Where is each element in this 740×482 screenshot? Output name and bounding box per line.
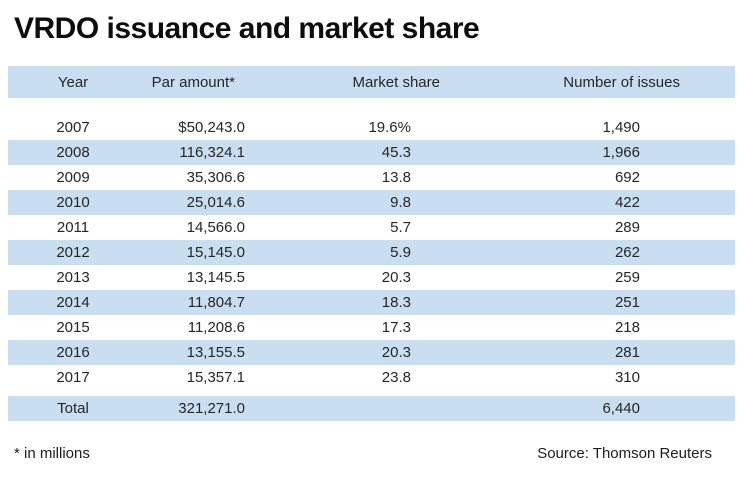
num-issues-cell: 422 [614, 194, 640, 211]
total-label-cell: Total [57, 400, 89, 417]
market-share-cell: 13.8 [381, 169, 411, 186]
data-table: Year Par amount* Market share Number of … [8, 66, 735, 421]
year-cell: 2014 [56, 294, 90, 311]
market-share-cell: 5.9 [390, 244, 411, 261]
footer: * in millions Source: Thomson Reuters [14, 445, 712, 462]
par-amount-cell: 11,208.6 [187, 319, 245, 336]
num-issues-cell: 218 [614, 319, 640, 336]
num-issues-cell: 281 [614, 344, 640, 361]
source-credit: Source: Thomson Reuters [537, 445, 712, 462]
total-par-amount-cell: 321,271.0 [178, 400, 245, 417]
num-issues-cell: 692 [614, 169, 640, 186]
table-row: 2016 13,155.5 20.3 281 [8, 340, 735, 365]
year-cell: 2010 [56, 194, 90, 211]
par-amount-cell: 15,145.0 [186, 244, 245, 261]
par-amount-cell: 13,155.5 [186, 344, 245, 361]
par-amount-cell: 15,357.1 [186, 369, 245, 386]
table-total-row: Total 321,271.0 6,440 [8, 396, 735, 421]
column-header-market-share: Market share [352, 73, 440, 91]
market-share-cell: 19.6% [368, 119, 411, 136]
year-cell: 2012 [56, 244, 90, 261]
year-cell: 2015 [56, 319, 90, 336]
market-share-cell: 23.8 [381, 369, 411, 386]
table-row: 2007 $50,243.0 19.6% 1,490 [8, 115, 735, 140]
table-row: 2013 13,145.5 20.3 259 [8, 265, 735, 290]
table-row: 2017 15,357.1 23.8 310 [8, 365, 735, 390]
num-issues-cell: 289 [614, 219, 640, 236]
column-header-number-of-issues: Number of issues [563, 73, 680, 91]
year-cell: 2011 [56, 219, 90, 236]
market-share-cell: 17.3 [381, 319, 411, 336]
table-body: 2007 $50,243.0 19.6% 1,490 2008 116,324.1 45.3… [8, 115, 735, 390]
par-amount-cell: 11,804.7 [187, 294, 245, 311]
year-cell: 2009 [56, 169, 90, 186]
num-issues-cell: 310 [614, 369, 640, 386]
market-share-cell: 20.3 [381, 344, 411, 361]
num-issues-cell: 251 [614, 294, 640, 311]
table-header-row: Year Par amount* Market share Number of … [8, 66, 735, 98]
market-share-cell: 9.8 [390, 194, 411, 211]
column-header-year: Year [57, 73, 89, 91]
market-share-cell: 5.7 [390, 219, 411, 236]
market-share-cell: 20.3 [381, 269, 411, 286]
par-amount-cell: 13,145.5 [186, 269, 245, 286]
page-title: VRDO issuance and market share [14, 12, 480, 45]
table-row: 2008 116,324.1 45.3 1,966 [8, 140, 735, 165]
market-share-cell: 45.3 [381, 144, 411, 161]
num-issues-cell: 1,490 [602, 119, 640, 136]
year-cell: 2007 [56, 119, 90, 136]
par-amount-cell: 116,324.1 [179, 144, 245, 161]
num-issues-cell: 1,966 [602, 144, 640, 161]
table-row: 2009 35,306.6 13.8 692 [8, 165, 735, 190]
total-num-issues-cell: 6,440 [602, 400, 640, 417]
year-cell: 2013 [56, 269, 90, 286]
year-cell: 2016 [56, 344, 90, 361]
num-issues-cell: 259 [614, 269, 640, 286]
table-row: 2012 15,145.0 5.9 262 [8, 240, 735, 265]
year-cell: 2008 [56, 144, 90, 161]
table-row: 2010 25,014.6 9.8 422 [8, 190, 735, 215]
footnote: * in millions [14, 445, 90, 462]
par-amount-cell: 35,306.6 [186, 169, 245, 186]
market-share-cell: 18.3 [381, 294, 411, 311]
table-row: 2011 14,566.0 5.7 289 [8, 215, 735, 240]
num-issues-cell: 262 [614, 244, 640, 261]
year-cell: 2017 [56, 369, 90, 386]
par-amount-cell: $50,243.0 [178, 119, 245, 136]
par-amount-cell: 25,014.6 [186, 194, 245, 211]
par-amount-cell: 14,566.0 [186, 219, 245, 236]
column-header-par-amount: Par amount* [151, 73, 235, 91]
table-row: 2014 11,804.7 18.3 251 [8, 290, 735, 315]
table-row: 2015 11,208.6 17.3 218 [8, 315, 735, 340]
